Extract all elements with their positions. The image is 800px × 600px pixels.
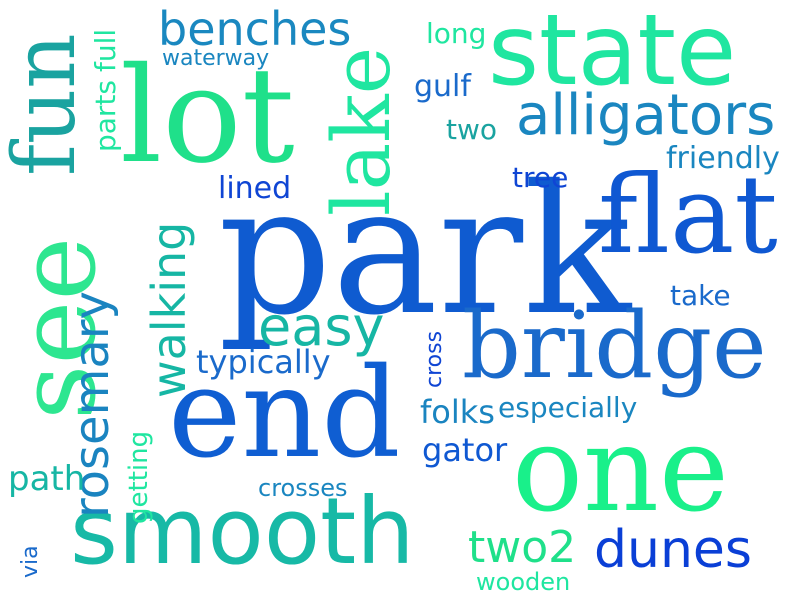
word-dunes: dunes (594, 520, 753, 580)
word-take: take (670, 279, 731, 312)
word-state: state (488, 0, 737, 108)
word-friendly: friendly (666, 141, 780, 176)
word-typically: typically (196, 343, 331, 381)
word-path: path (8, 459, 86, 499)
word-especially: especially (498, 391, 638, 424)
word-wooden: wooden (476, 568, 571, 596)
word-folks: folks (420, 393, 495, 431)
word-gulf: gulf (414, 69, 471, 104)
word-lined: lined (218, 171, 292, 206)
word-lot: lot (120, 39, 295, 193)
word-end: end (168, 342, 401, 486)
word-parts: parts (89, 79, 122, 152)
word-flat: flat (598, 153, 778, 278)
word-tree: tree (512, 161, 569, 194)
word-waterway: waterway (162, 46, 270, 71)
word-via: via (18, 545, 43, 578)
word-two2: two2 (468, 522, 577, 573)
word-one: one (512, 400, 729, 538)
word-two: two (446, 113, 498, 146)
word-long: long (426, 17, 487, 50)
word-fun: fun (0, 33, 95, 176)
word-lake: lake (315, 46, 408, 216)
word-full: full (89, 28, 122, 72)
word-benches: benches (158, 2, 352, 56)
word-easy: easy (258, 295, 385, 358)
word-smooth: smooth (70, 478, 415, 585)
word-alligators: alligators (516, 83, 776, 148)
word-getting: getting (124, 430, 154, 524)
word-crosses: crosses (258, 474, 348, 502)
word-cross: cross (422, 330, 447, 388)
word-park: park (218, 147, 632, 354)
word-walking: walking (142, 221, 196, 398)
word-gator: gator (422, 431, 508, 469)
word-bridge: bridge (462, 292, 767, 399)
